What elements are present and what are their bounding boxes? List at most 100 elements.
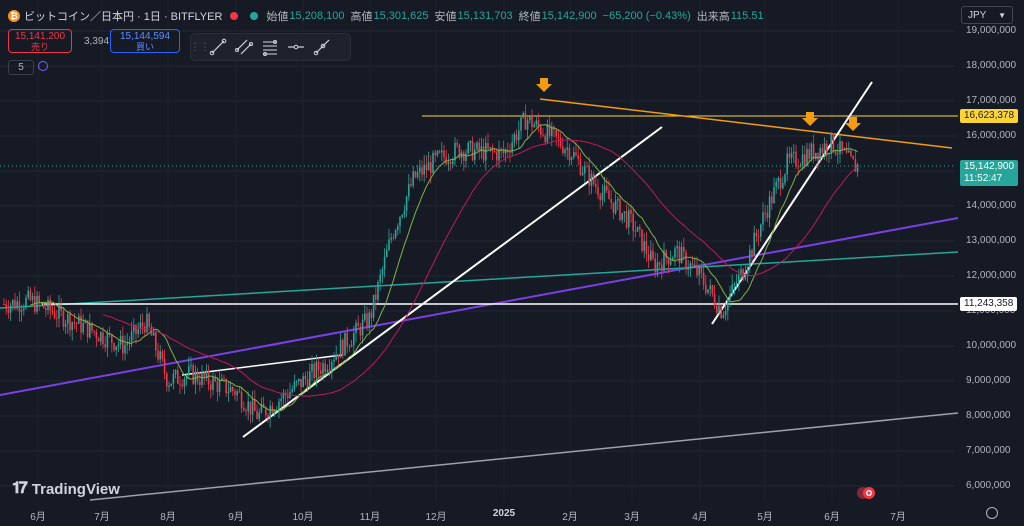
x-tick-label: 11月 [359,512,381,523]
currency-select[interactable]: JPY ▼ [961,6,1013,24]
candle-body [42,302,45,309]
candle-body [361,320,364,336]
buy-price: 15,144,594 [119,31,171,42]
candle-body [113,343,115,350]
symbol-title[interactable]: ビットコイン／日本円 · 1日 · BITFLYER [24,11,223,23]
candle-body [425,164,428,171]
events-icon[interactable] [856,486,878,500]
long-term-trendline [89,412,959,501]
change-value: −65,200 (−0.43%) [602,10,691,22]
candle-body [452,160,454,164]
candle-body [93,330,95,332]
candle-body [559,137,562,147]
candle-body [777,178,780,182]
visibility-icon[interactable] [38,61,48,71]
candle-body [738,274,740,284]
candle-body [225,378,227,394]
candle-body [95,331,98,339]
candle-body [698,266,700,276]
candle-body [760,224,762,237]
x-tick-label: 2月 [562,512,578,523]
spread-value: 3,394 [84,36,110,47]
parallel-channel-tool-icon[interactable] [231,34,257,60]
candle-body [342,339,344,356]
buy-button[interactable]: 15,144,594 買い [110,29,180,53]
candle-body [18,301,21,312]
candle-body [744,274,747,280]
candle-body [300,378,302,388]
candle-body [370,312,373,318]
sell-button[interactable]: 15,141,200 売り [8,29,72,53]
candle-body [542,134,544,136]
y-tick-label: 12,000,000 [966,270,1017,281]
white-trendline-3 [711,81,873,325]
x-tick-label: 7月 [890,512,906,523]
candle-body [366,313,368,328]
candle-body [614,200,617,213]
tradingview-logo[interactable]: 𝟏𝟕 TradingView [12,480,120,498]
candle-body [676,246,678,249]
candle-body [192,365,194,384]
candle-body [322,363,324,374]
candle-body [797,166,799,168]
candle-body [557,136,560,138]
candle-body [487,143,489,149]
ray-tool-icon[interactable] [309,34,335,60]
trendline-tool-icon[interactable] [205,34,231,60]
candle-body [856,164,859,172]
candle-body [634,230,637,232]
candle-body [375,294,377,300]
candle-body [273,410,276,414]
candle-body [238,391,241,393]
candle-body [298,378,300,382]
candle-body [544,135,546,143]
candle-body [841,141,843,150]
candle-body [309,371,311,388]
candle-body [810,143,813,159]
candle-body [454,143,456,161]
bar-countdown: 11:52:47 [964,173,1003,184]
candle-body [267,415,269,418]
candle-body [476,142,478,150]
x-tick-label: 10月 [292,512,314,523]
candle-body [124,344,126,354]
candle-body [775,181,777,188]
y-tick-label: 19,000,000 [966,25,1017,36]
fibonacci-tool-icon[interactable] [257,34,283,60]
candle-body [23,308,25,310]
candle-body [669,260,672,265]
candle-body [377,281,379,300]
close-value: 15,142,900 [541,10,597,22]
candle-body [249,401,252,415]
long-moving-average [102,139,858,397]
horizontal-line-tool-icon[interactable] [283,34,309,60]
candle-body [819,148,821,160]
candle-body [326,369,329,372]
candle-body [471,141,474,161]
candle-body [229,387,232,392]
candle-body [533,124,535,128]
candle-body [617,198,619,201]
candle-body [84,320,87,323]
candle-body [568,147,571,160]
candle-body [581,173,584,175]
candle-body [839,141,841,154]
candle-body [751,250,753,256]
candle-body [64,323,67,327]
candle-body [386,249,388,258]
candle-body [247,401,249,412]
candle-body [141,322,144,327]
candle-body [628,210,630,228]
sell-label: 売り [30,42,49,52]
indicators-toggle[interactable]: 5 [8,60,34,75]
short-moving-average [30,124,858,412]
candle-body [258,412,260,419]
drag-handle-icon[interactable]: ⋮⋮ [190,41,210,53]
candle-body [755,232,758,237]
candle-body [768,196,771,218]
settings-gear-icon[interactable] [986,507,998,519]
candle-body [27,290,29,298]
candle-body [588,166,590,186]
candle-body [654,258,656,273]
